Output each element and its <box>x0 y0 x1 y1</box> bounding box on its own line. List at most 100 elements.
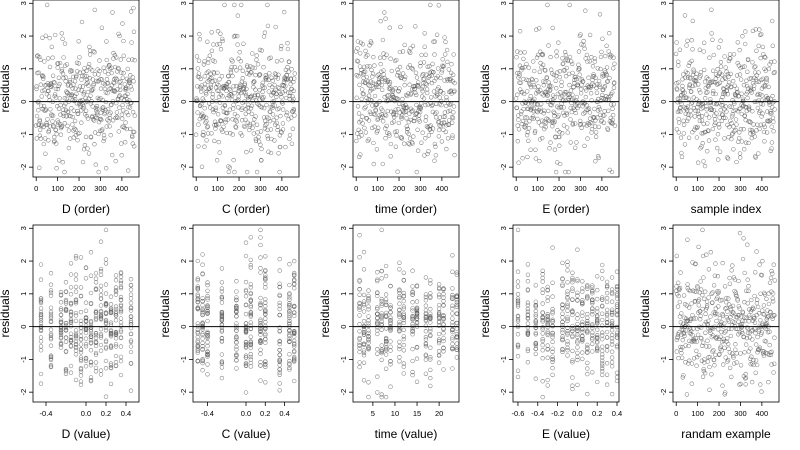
scatter-point <box>103 394 109 399</box>
scatter-point <box>743 375 749 381</box>
scatter-point <box>743 140 749 145</box>
scatter-point <box>432 39 437 44</box>
scatter-point <box>258 266 263 271</box>
scatter-point <box>234 309 239 314</box>
scatter-point <box>63 75 69 80</box>
scatter-point <box>401 298 406 304</box>
scatter-point <box>595 66 600 71</box>
scatter-point <box>277 359 282 365</box>
scatter-point <box>234 304 239 309</box>
scatter-point <box>375 306 380 312</box>
scatter-point <box>219 365 225 370</box>
scatter-point <box>258 129 264 134</box>
scatter-point <box>108 344 114 349</box>
scatter-point <box>424 87 430 92</box>
scatter-point <box>701 340 706 345</box>
scatter-point <box>397 290 402 296</box>
x-tick-label: 0 <box>514 184 518 193</box>
scatter-point <box>98 239 104 244</box>
y-tick-label: 0 <box>339 325 348 329</box>
scatter-point <box>515 317 521 322</box>
scatter-point <box>263 309 268 315</box>
scatter-point <box>679 92 684 98</box>
scatter-point <box>362 106 367 111</box>
scatter-point <box>696 244 701 250</box>
scatter-point <box>749 87 754 92</box>
scatter-point <box>604 279 610 285</box>
scatter-point <box>742 147 747 152</box>
scatter-point <box>393 107 398 112</box>
scatter-point <box>590 306 595 311</box>
scatter-point <box>388 141 394 147</box>
scatter-point <box>410 369 415 375</box>
scatter-point <box>200 332 205 338</box>
scatter-point <box>371 86 376 91</box>
scatter-point <box>57 81 62 87</box>
scatter-point <box>412 118 417 124</box>
scatter-point <box>595 296 600 302</box>
scatter-point <box>379 343 384 348</box>
scatter-point <box>719 118 724 124</box>
scatter-point <box>570 323 575 329</box>
scatter-point <box>388 344 393 349</box>
y-tick-label: -1 <box>179 356 188 363</box>
scatter-point <box>103 358 109 364</box>
scatter-point <box>699 336 704 341</box>
scatter-point <box>686 343 691 349</box>
y-tick-label: -1 <box>499 356 508 363</box>
scatter-point <box>711 79 716 85</box>
scatter-point <box>410 292 415 297</box>
scatter-point <box>560 276 565 281</box>
scatter-point <box>540 331 545 336</box>
scatter-point <box>724 305 729 311</box>
scatter-point <box>609 291 615 297</box>
scatter-point <box>366 323 371 329</box>
scatter-point <box>578 87 584 92</box>
scatter-point <box>679 350 684 356</box>
scatter-point <box>379 327 384 332</box>
scatter-point <box>590 337 595 342</box>
scatter-point <box>772 361 777 366</box>
scatter-point <box>526 65 531 70</box>
scatter-point <box>231 102 236 108</box>
scatter-point <box>439 121 444 126</box>
scatter-point <box>705 359 710 364</box>
scatter-point <box>584 52 590 58</box>
scatter-point <box>410 67 416 72</box>
scatter-point <box>200 346 205 352</box>
scatter-point <box>235 98 240 103</box>
scatter-point <box>258 317 263 322</box>
scatter-point <box>428 316 433 321</box>
scatter-point <box>243 360 249 366</box>
scatter-point <box>396 70 401 75</box>
scatter-point <box>240 68 245 73</box>
scatter-point <box>200 252 205 257</box>
scatter-point <box>518 80 523 86</box>
scatter-point <box>98 372 104 377</box>
scatter-point <box>609 332 615 338</box>
scatter-point <box>436 339 442 344</box>
scatter-point <box>741 82 747 88</box>
scatter-point <box>220 36 225 42</box>
y-tick-label: -1 <box>659 356 668 363</box>
scatter-point <box>410 314 415 319</box>
scatter-point <box>436 292 442 297</box>
scatter-point <box>205 311 210 316</box>
scatter-point <box>210 95 215 100</box>
scatter-point <box>62 121 67 126</box>
scatter-point <box>538 106 543 111</box>
scatter-point <box>38 320 44 325</box>
scatter-point <box>769 362 774 367</box>
scatter-point <box>362 64 367 70</box>
scatter-point <box>727 281 733 286</box>
scatter-point <box>525 348 531 354</box>
scatter-point <box>61 111 66 116</box>
scatter-point <box>248 313 253 318</box>
scatter-point <box>410 315 415 320</box>
scatter-point <box>215 70 220 75</box>
scatter-point <box>91 81 96 87</box>
scatter-point <box>125 66 130 72</box>
scatter-point <box>449 91 454 96</box>
scatter-point <box>88 290 94 296</box>
scatter-point <box>731 78 736 84</box>
